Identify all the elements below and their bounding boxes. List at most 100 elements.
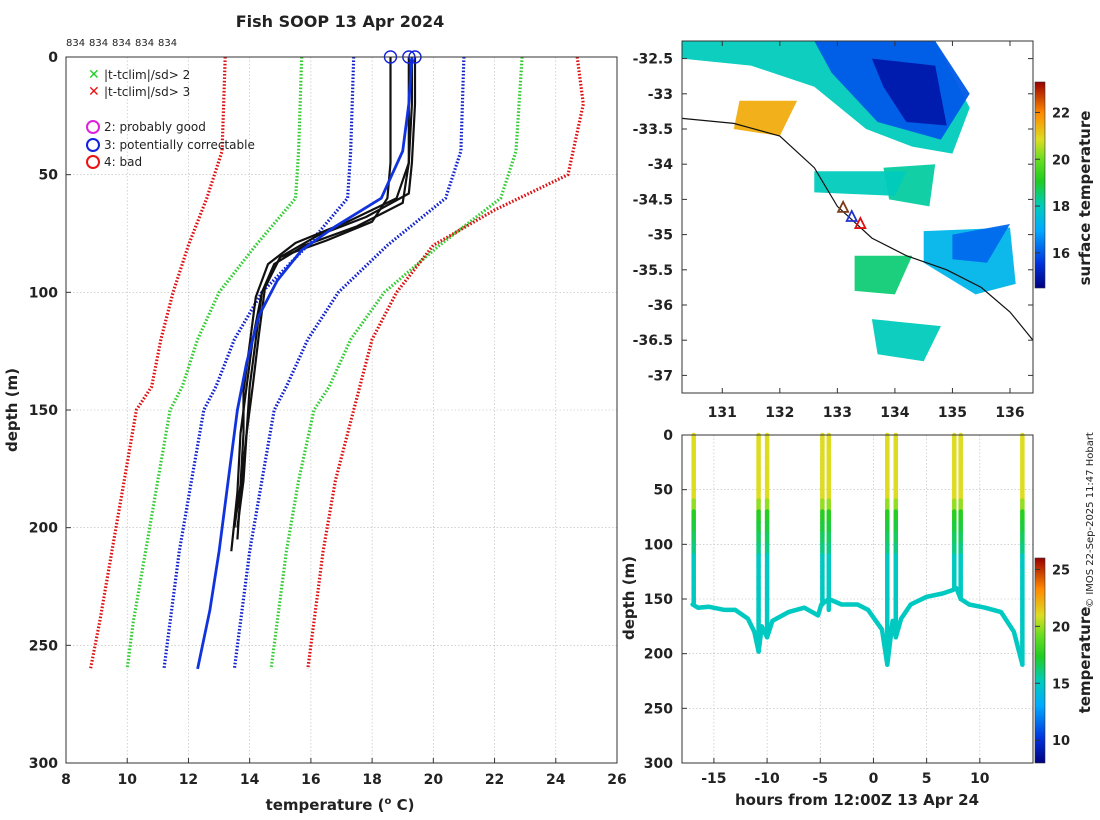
profile-x-ticks: 8 10 12 14 16 18 20 22 24 26 (61, 758, 627, 788)
x-tick-label: 14 (240, 772, 260, 788)
x-tick-label: -10 (754, 771, 780, 787)
legend-sd2-label: |t-tclim|/sd> 2 (104, 68, 190, 82)
y-tick-label: -35.5 (633, 263, 673, 279)
x-tick-label: 22 (485, 772, 504, 788)
y-tick-label: -36.5 (633, 333, 673, 349)
section-colorbar (1034, 557, 1046, 764)
x-tick-label: 12 (179, 772, 198, 788)
y-tick-label: -34 (648, 157, 674, 173)
sst-patch (854, 255, 913, 295)
id-label: 834 (158, 38, 177, 49)
map-y-ticks: -32.5 -33 -33.5 -34 -34.5 -35 -35.5 -36 -36.5 -37 (633, 52, 1033, 384)
colorbar-tick-label: 18 (1052, 200, 1070, 215)
x-tick-label: 134 (880, 405, 909, 421)
coastline-line (681, 117, 1034, 341)
sst-colorbar-label: surface temperature (1076, 111, 1094, 286)
colorbar-tick-label: 15 (1052, 677, 1070, 692)
sst-patches (682, 41, 1016, 362)
y-tick-label: 0 (48, 50, 58, 66)
section-y-label: depth (m) (620, 556, 638, 640)
y-tick-label: 100 (29, 285, 58, 301)
section-colorbar-ticks: 10 15 20 25 (1035, 563, 1070, 749)
legend-correctable-label: 3: potentially correctable (104, 138, 255, 152)
y-tick-label: 150 (644, 592, 673, 608)
legend-circle-marker (86, 138, 100, 152)
legend-bad-label: 4: bad (104, 155, 142, 169)
x-tick-label: 132 (765, 405, 794, 421)
profile-legend: ✕ |t-tclim|/sd> 2 ✕ |t-tclim|/sd> 3 2: p… (86, 67, 255, 169)
profile-frame (65, 56, 618, 764)
track-marker (845, 208, 859, 222)
temperature-profiles (196, 50, 422, 670)
sst-colorbar (1034, 81, 1046, 289)
y-tick-label: -34.5 (633, 192, 673, 208)
y-tick-label: -32.5 (633, 52, 673, 68)
x-tick-label: 0 (869, 771, 879, 787)
ship-track (836, 199, 867, 229)
legend-good-label: 2: probably good (104, 120, 206, 134)
profile-y-label: depth (m) (3, 368, 21, 452)
legend-circle-marker (86, 155, 100, 169)
map-x-ticks: 131 132 133 134 135 136 (708, 41, 1025, 421)
sst-patch (952, 224, 1010, 263)
y-tick-label: -35 (648, 228, 673, 244)
track-marker (853, 216, 867, 229)
legend-x-marker: ✕ (88, 67, 100, 83)
legend-sd3-label: |t-tclim|/sd> 3 (104, 85, 190, 99)
sst-map: 131 132 133 134 135 136 -32.5 -33 -33.5 -34 -34.5… (633, 40, 1094, 421)
y-tick-label: -33 (648, 87, 673, 103)
y-tick-label: 300 (29, 756, 58, 772)
colorbar-tick-label: 25 (1052, 563, 1070, 578)
y-tick-label: 50 (654, 483, 674, 499)
y-tick-label: -36 (648, 298, 673, 314)
x-tick-label: 18 (362, 772, 381, 788)
section-casts (690, 432, 1025, 667)
y-tick-label: 250 (644, 701, 673, 717)
x-tick-label: 5 (922, 771, 932, 787)
temperature-profile-line (233, 57, 413, 528)
y-tick-label: -37 (648, 368, 673, 384)
x-tick-label: 10 (970, 771, 990, 787)
y-tick-label: -33.5 (633, 122, 673, 138)
sst-patch (871, 58, 947, 126)
x-tick-label: 8 (61, 772, 71, 788)
colorbar-tick-label: 20 (1052, 620, 1070, 635)
climatology-line (306, 56, 585, 670)
climatology-line (232, 56, 466, 670)
y-tick-label: 200 (644, 647, 673, 663)
profile-chart: 8 10 12 14 16 18 20 22 24 26 0 50 100 150 200 250 300 t… (3, 50, 627, 814)
map-frame (681, 40, 1034, 394)
x-tick-label: 10 (117, 772, 137, 788)
sst-patch (814, 171, 907, 196)
x-tick-label: 24 (546, 772, 566, 788)
y-tick-label: 300 (644, 756, 673, 772)
climatology-line (125, 56, 304, 670)
figure-title: Fish SOOP 13 Apr 2024 (236, 12, 445, 31)
x-tick-label: 20 (424, 772, 444, 788)
y-tick-label: 100 (644, 537, 673, 553)
x-tick-label: 136 (995, 405, 1024, 421)
temperature-profile-line (236, 57, 417, 528)
section-x-label: hours from 12:00Z 13 Apr 24 (735, 791, 979, 809)
id-label: 834 (135, 38, 154, 49)
legend-circle-marker (86, 120, 100, 134)
y-tick-label: 50 (39, 168, 59, 184)
y-tick-label: 250 (29, 638, 58, 654)
reference-profile-line (196, 56, 414, 670)
x-tick-label: -5 (812, 771, 828, 787)
profile-y-ticks: 0 50 100 150 200 250 300 (29, 50, 71, 772)
x-tick-label: 133 (823, 405, 852, 421)
section-y-ticks: 0 50 100 150 200 250 300 (644, 428, 687, 772)
section-colorbar-label: temperature (1076, 607, 1094, 714)
id-label: 834 (112, 38, 131, 49)
colorbar-tick-label: 20 (1052, 153, 1070, 168)
colorbar-tick-label: 16 (1052, 247, 1070, 262)
section-chart: -15 -10 -5 0 5 10 0 50 100 150 200 250 300 hours fr… (620, 428, 1094, 809)
y-tick-label: 150 (29, 403, 58, 419)
section-x-ticks: -15 -10 -5 0 5 10 (701, 758, 990, 787)
bottom-trace-line (690, 585, 1025, 667)
id-labels: 834 834 834 834 834 (66, 38, 177, 49)
x-tick-label: -15 (701, 771, 726, 787)
profile-x-label: temperature (o C) (266, 796, 415, 814)
